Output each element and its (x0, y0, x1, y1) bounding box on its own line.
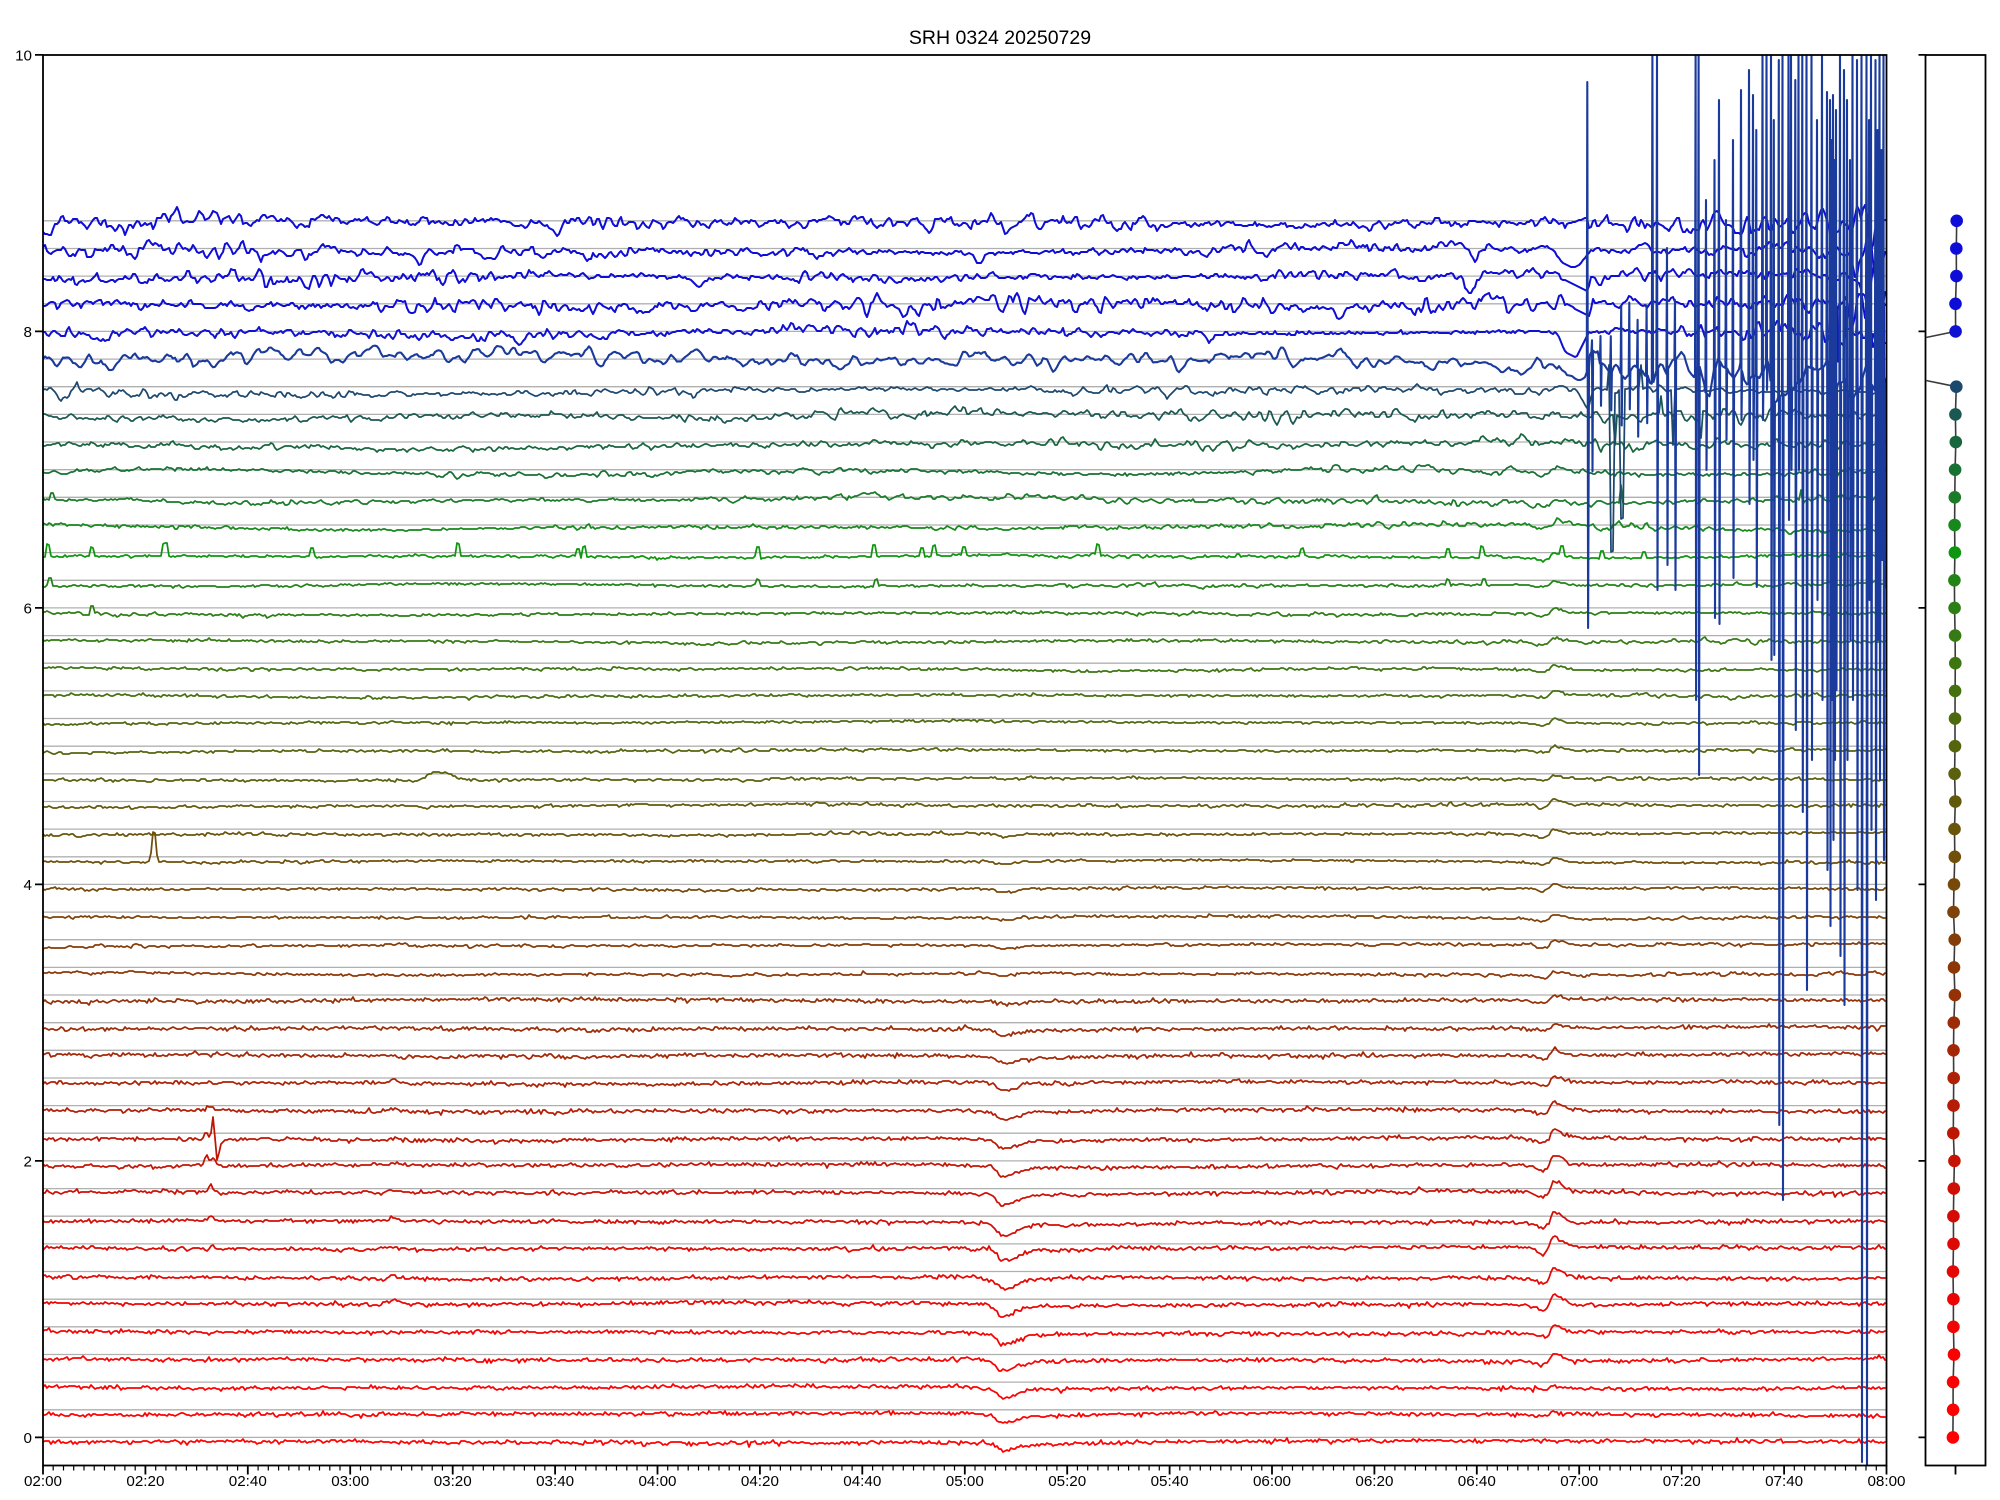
svg-text:03:00: 03:00 (331, 1473, 369, 1490)
svg-text:0: 0 (24, 1430, 32, 1447)
svg-text:07:20: 07:20 (1663, 1473, 1701, 1490)
svg-text:2: 2 (24, 1153, 32, 1170)
svg-text:8: 8 (24, 324, 32, 341)
svg-text:03:40: 03:40 (536, 1473, 574, 1490)
svg-text:6: 6 (24, 600, 32, 617)
svg-text:06:20: 06:20 (1355, 1473, 1393, 1490)
svg-text:05:00: 05:00 (946, 1473, 984, 1490)
svg-text:07:00: 07:00 (1560, 1473, 1598, 1490)
svg-text:04:00: 04:00 (638, 1473, 676, 1490)
svg-text:07:40: 07:40 (1765, 1473, 1803, 1490)
svg-text:4: 4 (24, 877, 32, 894)
svg-text:03:20: 03:20 (434, 1473, 472, 1490)
svg-text:10: 10 (15, 47, 32, 64)
svg-text:02:40: 02:40 (229, 1473, 267, 1490)
svg-text:05:40: 05:40 (1151, 1473, 1189, 1490)
svg-text:02:00: 02:00 (24, 1473, 62, 1490)
svg-text:06:00: 06:00 (1253, 1473, 1291, 1490)
svg-text:04:40: 04:40 (843, 1473, 881, 1490)
svg-text:06:40: 06:40 (1458, 1473, 1496, 1490)
svg-text:02:20: 02:20 (126, 1473, 164, 1490)
svg-text:05:20: 05:20 (1048, 1473, 1086, 1490)
svg-text:08:00: 08:00 (1867, 1473, 1905, 1490)
svg-text:SRH 0324 20250729: SRH 0324 20250729 (909, 27, 1091, 49)
svg-text:04:20: 04:20 (741, 1473, 779, 1490)
